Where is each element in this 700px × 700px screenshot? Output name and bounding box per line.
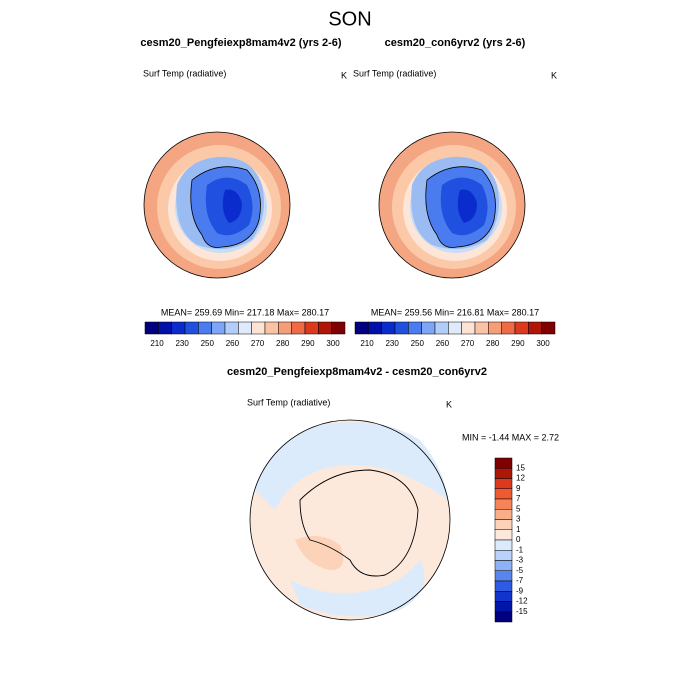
colorbar-label: 300 [326, 339, 340, 348]
colorbar-box [448, 321, 462, 335]
colorbar-label: 210 [150, 339, 164, 348]
colorbar-label: 250 [411, 339, 425, 348]
colorbar-box [494, 478, 513, 489]
difference-title: cesm20_Pengfeiexp8mam4v2 - cesm20_con6yr… [227, 366, 487, 378]
colorbar-box [461, 321, 476, 335]
figure-title: SON [328, 8, 371, 30]
colorbar-box [331, 321, 346, 335]
colorbar: 210 230 250 260 270 280 290 300 [144, 321, 346, 348]
colorbar-label: 0 [516, 535, 521, 544]
colorbar-label: 280 [276, 339, 290, 348]
colorbar-label: 290 [511, 339, 525, 348]
colorbar-label: 12 [516, 474, 525, 483]
colorbar-label: 9 [516, 484, 521, 493]
colorbar-box [158, 321, 172, 335]
colorbar-box [488, 321, 502, 335]
difference-map [249, 419, 451, 621]
colorbar-box [224, 321, 239, 335]
colorbar-box [171, 321, 186, 335]
colorbar-label: 7 [516, 494, 521, 503]
map [143, 131, 291, 279]
colorbar-box [278, 321, 292, 335]
colorbar-box [318, 321, 332, 335]
colorbar-box [494, 580, 513, 592]
colorbar-box [251, 321, 266, 335]
colorbar-box [494, 509, 513, 520]
map [378, 131, 526, 279]
stats: MEAN= 259.69 Min= 217.18 Max= 280.17 [161, 307, 329, 317]
colorbar-label: 280 [486, 339, 500, 348]
stats: MEAN= 259.56 Min= 216.81 Max= 280.17 [371, 307, 539, 317]
colorbar-box [494, 550, 513, 561]
colorbar-label: -7 [516, 576, 524, 585]
colorbar-box [494, 468, 513, 479]
colorbar-box [494, 488, 513, 500]
colorbar-label: -3 [516, 556, 524, 565]
colorbar-label: 230 [175, 339, 189, 348]
colorbar-box [304, 321, 319, 335]
colorbar-label: 260 [436, 339, 450, 348]
panel-title: cesm20_con6yrv2 (yrs 2-6) [385, 37, 526, 49]
colorbar-label: -12 [516, 597, 528, 606]
colorbar-box [291, 321, 306, 335]
colorbar-box [494, 457, 513, 469]
colorbar-label: -5 [516, 566, 524, 575]
colorbar-label: 15 [516, 463, 525, 472]
colorbar-box [494, 570, 513, 582]
colorbar-box [528, 321, 542, 335]
colorbar-label: 270 [461, 339, 475, 348]
colorbar-box [514, 321, 529, 335]
colorbar-box [144, 321, 159, 335]
colorbar-box [408, 321, 422, 335]
units-label: K [341, 70, 347, 80]
units-label: K [551, 70, 557, 80]
colorbar-label: 5 [516, 504, 521, 513]
colorbar-label: -1 [516, 545, 524, 554]
colorbar-label: 230 [385, 339, 399, 348]
colorbar-box [421, 321, 436, 335]
colorbar-label: 290 [301, 339, 315, 348]
colorbar-box [354, 321, 369, 335]
colorbar-box [494, 498, 513, 510]
colorbar-label: 3 [516, 515, 521, 524]
stats: MIN = -1.44 MAX = 2.72 [462, 432, 559, 442]
colorbar-box [494, 519, 513, 530]
colorbar-label: 270 [251, 339, 265, 348]
colorbar-box [494, 539, 513, 551]
colorbar-box [494, 591, 513, 602]
variable-label: Surf Temp (radiative) [353, 68, 436, 78]
colorbar-box [541, 321, 556, 335]
colorbar-label: 210 [360, 339, 374, 348]
colorbar-box [368, 321, 382, 335]
colorbar-box [184, 321, 199, 335]
colorbar-label: -15 [516, 607, 528, 616]
colorbar-label: 250 [201, 339, 215, 348]
colorbar-box [394, 321, 409, 335]
colorbar-box [381, 321, 396, 335]
colorbar-label: 300 [536, 339, 550, 348]
colorbar-box [264, 321, 279, 335]
colorbar-box [494, 529, 513, 541]
colorbar-label: 1 [516, 525, 521, 534]
colorbar-box [501, 321, 516, 335]
units-label: K [446, 399, 452, 409]
colorbar-box [198, 321, 212, 335]
colorbar-box [494, 560, 513, 571]
variable-label: Surf Temp (radiative) [247, 397, 330, 407]
colorbar-label: 260 [226, 339, 240, 348]
variable-label: Surf Temp (radiative) [143, 68, 226, 78]
colorbar-box [238, 321, 252, 335]
panel-title: cesm20_Pengfeiexp8mam4v2 (yrs 2-6) [140, 37, 342, 49]
colorbar-label: -9 [516, 586, 524, 595]
colorbar: 210 230 250 260 270 280 290 300 [354, 321, 556, 348]
colorbar-box [494, 601, 513, 612]
colorbar-box [434, 321, 449, 335]
colorbar-box [474, 321, 489, 335]
colorbar-box [211, 321, 226, 335]
colorbar-box [494, 611, 513, 623]
